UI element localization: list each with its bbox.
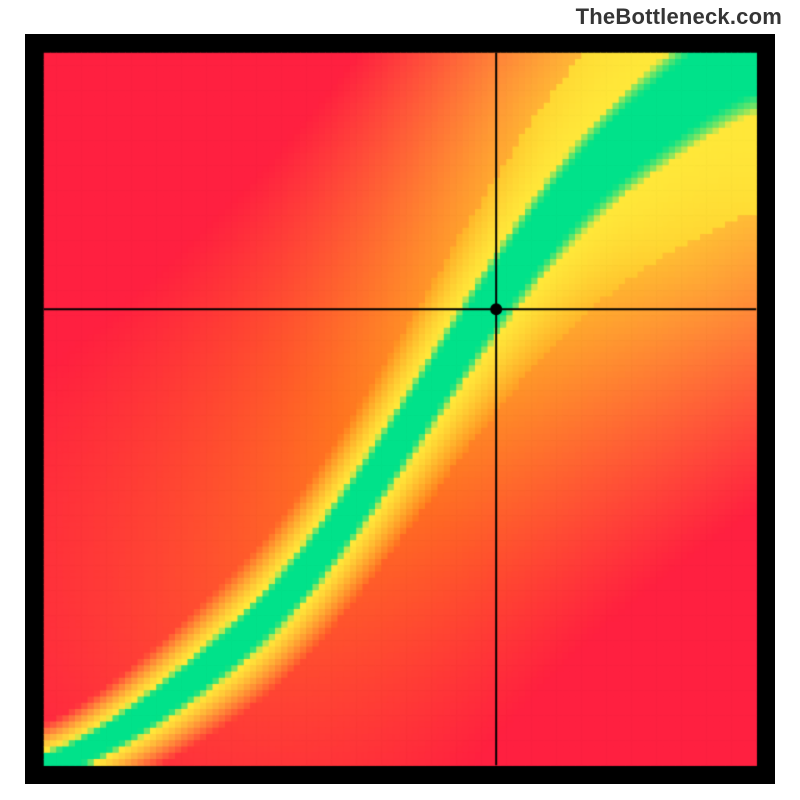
heatmap-canvas [25,34,775,784]
watermark-text: TheBottleneck.com [576,4,782,30]
heatmap-plot [25,34,775,784]
